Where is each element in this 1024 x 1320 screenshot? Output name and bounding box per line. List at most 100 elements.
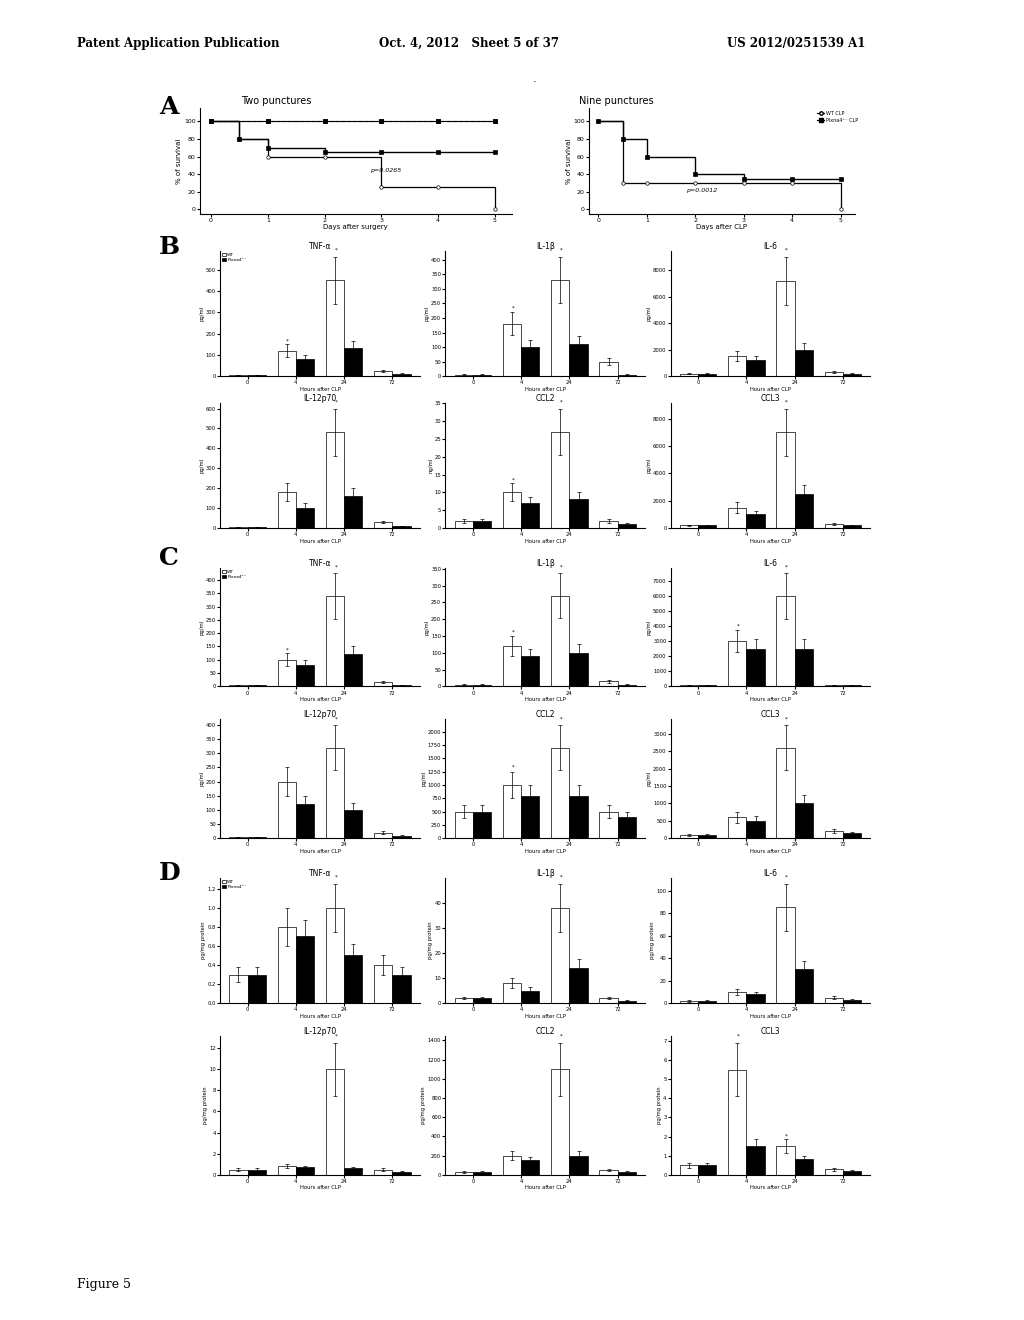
Plxna4⁺⁻ CLP [432,144,444,160]
Bar [278,660,296,686]
Bar [698,685,717,686]
Plxna4⁺⁻ CLP [592,114,604,129]
WT sham [205,114,217,129]
Bar [521,656,540,686]
Bar [473,812,492,838]
Bar [843,833,861,838]
Y-axis label: pg/mg protein: pg/mg protein [203,1086,208,1125]
WT CLP [616,176,629,191]
Bar [843,1171,861,1175]
Bar [776,433,795,528]
Bar [296,359,314,376]
Plxna4⁺⁻ CLP [616,131,629,147]
Bar [617,685,636,686]
Bar [698,525,717,528]
Y-axis label: % of survival: % of survival [565,139,571,183]
Y-axis label: pg/mg protein: pg/mg protein [650,921,655,960]
Text: B: B [159,235,180,259]
Title: TNF-α: TNF-α [309,869,331,878]
Bar [455,812,473,838]
Bar [392,525,411,528]
Text: *: * [335,1034,337,1039]
Bar [569,499,588,528]
Text: *: * [512,478,514,483]
Bar [824,685,843,686]
Bar [455,998,473,1003]
WT CLP [737,176,750,191]
Bar [278,1167,296,1175]
Bar [617,1172,636,1175]
Bar [680,525,698,528]
Legend: WT, Plxna4⁺⁻: WT, Plxna4⁺⁻ [222,570,247,579]
Bar [776,595,795,686]
Bar [617,524,636,528]
Bar [455,1172,473,1175]
Bar [229,685,248,686]
X-axis label: Hours after CLP: Hours after CLP [525,697,565,702]
Title: IL-1β: IL-1β [536,558,555,568]
Legend: WT, Plxna4⁺⁻: WT, Plxna4⁺⁻ [222,880,247,890]
Title: IL-6: IL-6 [764,242,777,251]
Bar [521,796,540,838]
Bar [344,956,362,1003]
Legend: WT, Plxna4⁺⁻: WT, Plxna4⁺⁻ [222,253,247,263]
Text: .: . [532,74,537,84]
Bar [795,648,813,686]
Bar [455,685,473,686]
X-axis label: Hours after CLP: Hours after CLP [525,539,565,544]
Bar [843,685,861,686]
Title: IL-12p70: IL-12p70 [303,1027,337,1036]
Bar [698,1166,717,1175]
Plxna4⁺⁻ sham [205,114,217,129]
X-axis label: Hours after CLP: Hours after CLP [751,1185,791,1191]
Bar [824,524,843,528]
Bar [843,999,861,1003]
Text: *: * [785,875,787,880]
Text: *: * [335,717,337,722]
Plxna4⁺⁻ sham [262,114,274,129]
Text: Figure 5: Figure 5 [77,1278,131,1291]
Text: Patent Application Publication: Patent Application Publication [77,37,280,50]
WT CLP [318,149,331,165]
Bar [248,974,266,1003]
Title: CCL3: CCL3 [761,1027,780,1036]
Plxna4⁺⁻ CLP [641,149,653,165]
Bar [843,525,861,528]
WT CLP [432,180,444,195]
Bar [374,682,392,686]
Y-axis label: ng/ml: ng/ml [428,458,433,473]
Bar [569,345,588,376]
Bar [503,492,521,528]
Plxna4⁺⁻ CLP [262,140,274,156]
Bar [599,1170,617,1175]
Bar [728,817,746,838]
Bar [392,374,411,376]
X-axis label: Hours after CLP: Hours after CLP [525,849,565,854]
Y-axis label: pg/ml: pg/ml [422,771,426,787]
X-axis label: Hours after CLP: Hours after CLP [751,1014,791,1019]
Bar [278,492,296,528]
Bar [746,994,765,1003]
Text: D: D [159,861,180,884]
WT CLP [835,202,847,218]
Text: *: * [785,400,787,405]
Text: *: * [560,717,562,722]
Text: *: * [335,248,337,253]
Bar [344,655,362,686]
Bar [698,374,717,376]
Bar [503,1155,521,1175]
Text: *: * [335,400,337,405]
X-axis label: Hours after CLP: Hours after CLP [751,849,791,854]
X-axis label: Hours after CLP: Hours after CLP [300,849,340,854]
Bar [374,965,392,1003]
Bar [776,1146,795,1175]
Bar [599,812,617,838]
Bar [551,747,569,838]
Title: IL-12p70: IL-12p70 [303,710,337,719]
Line: WT sham: WT sham [209,120,497,123]
Bar [599,681,617,686]
Bar [776,281,795,376]
Bar [344,810,362,838]
WT CLP [205,114,217,129]
Bar [392,1172,411,1175]
